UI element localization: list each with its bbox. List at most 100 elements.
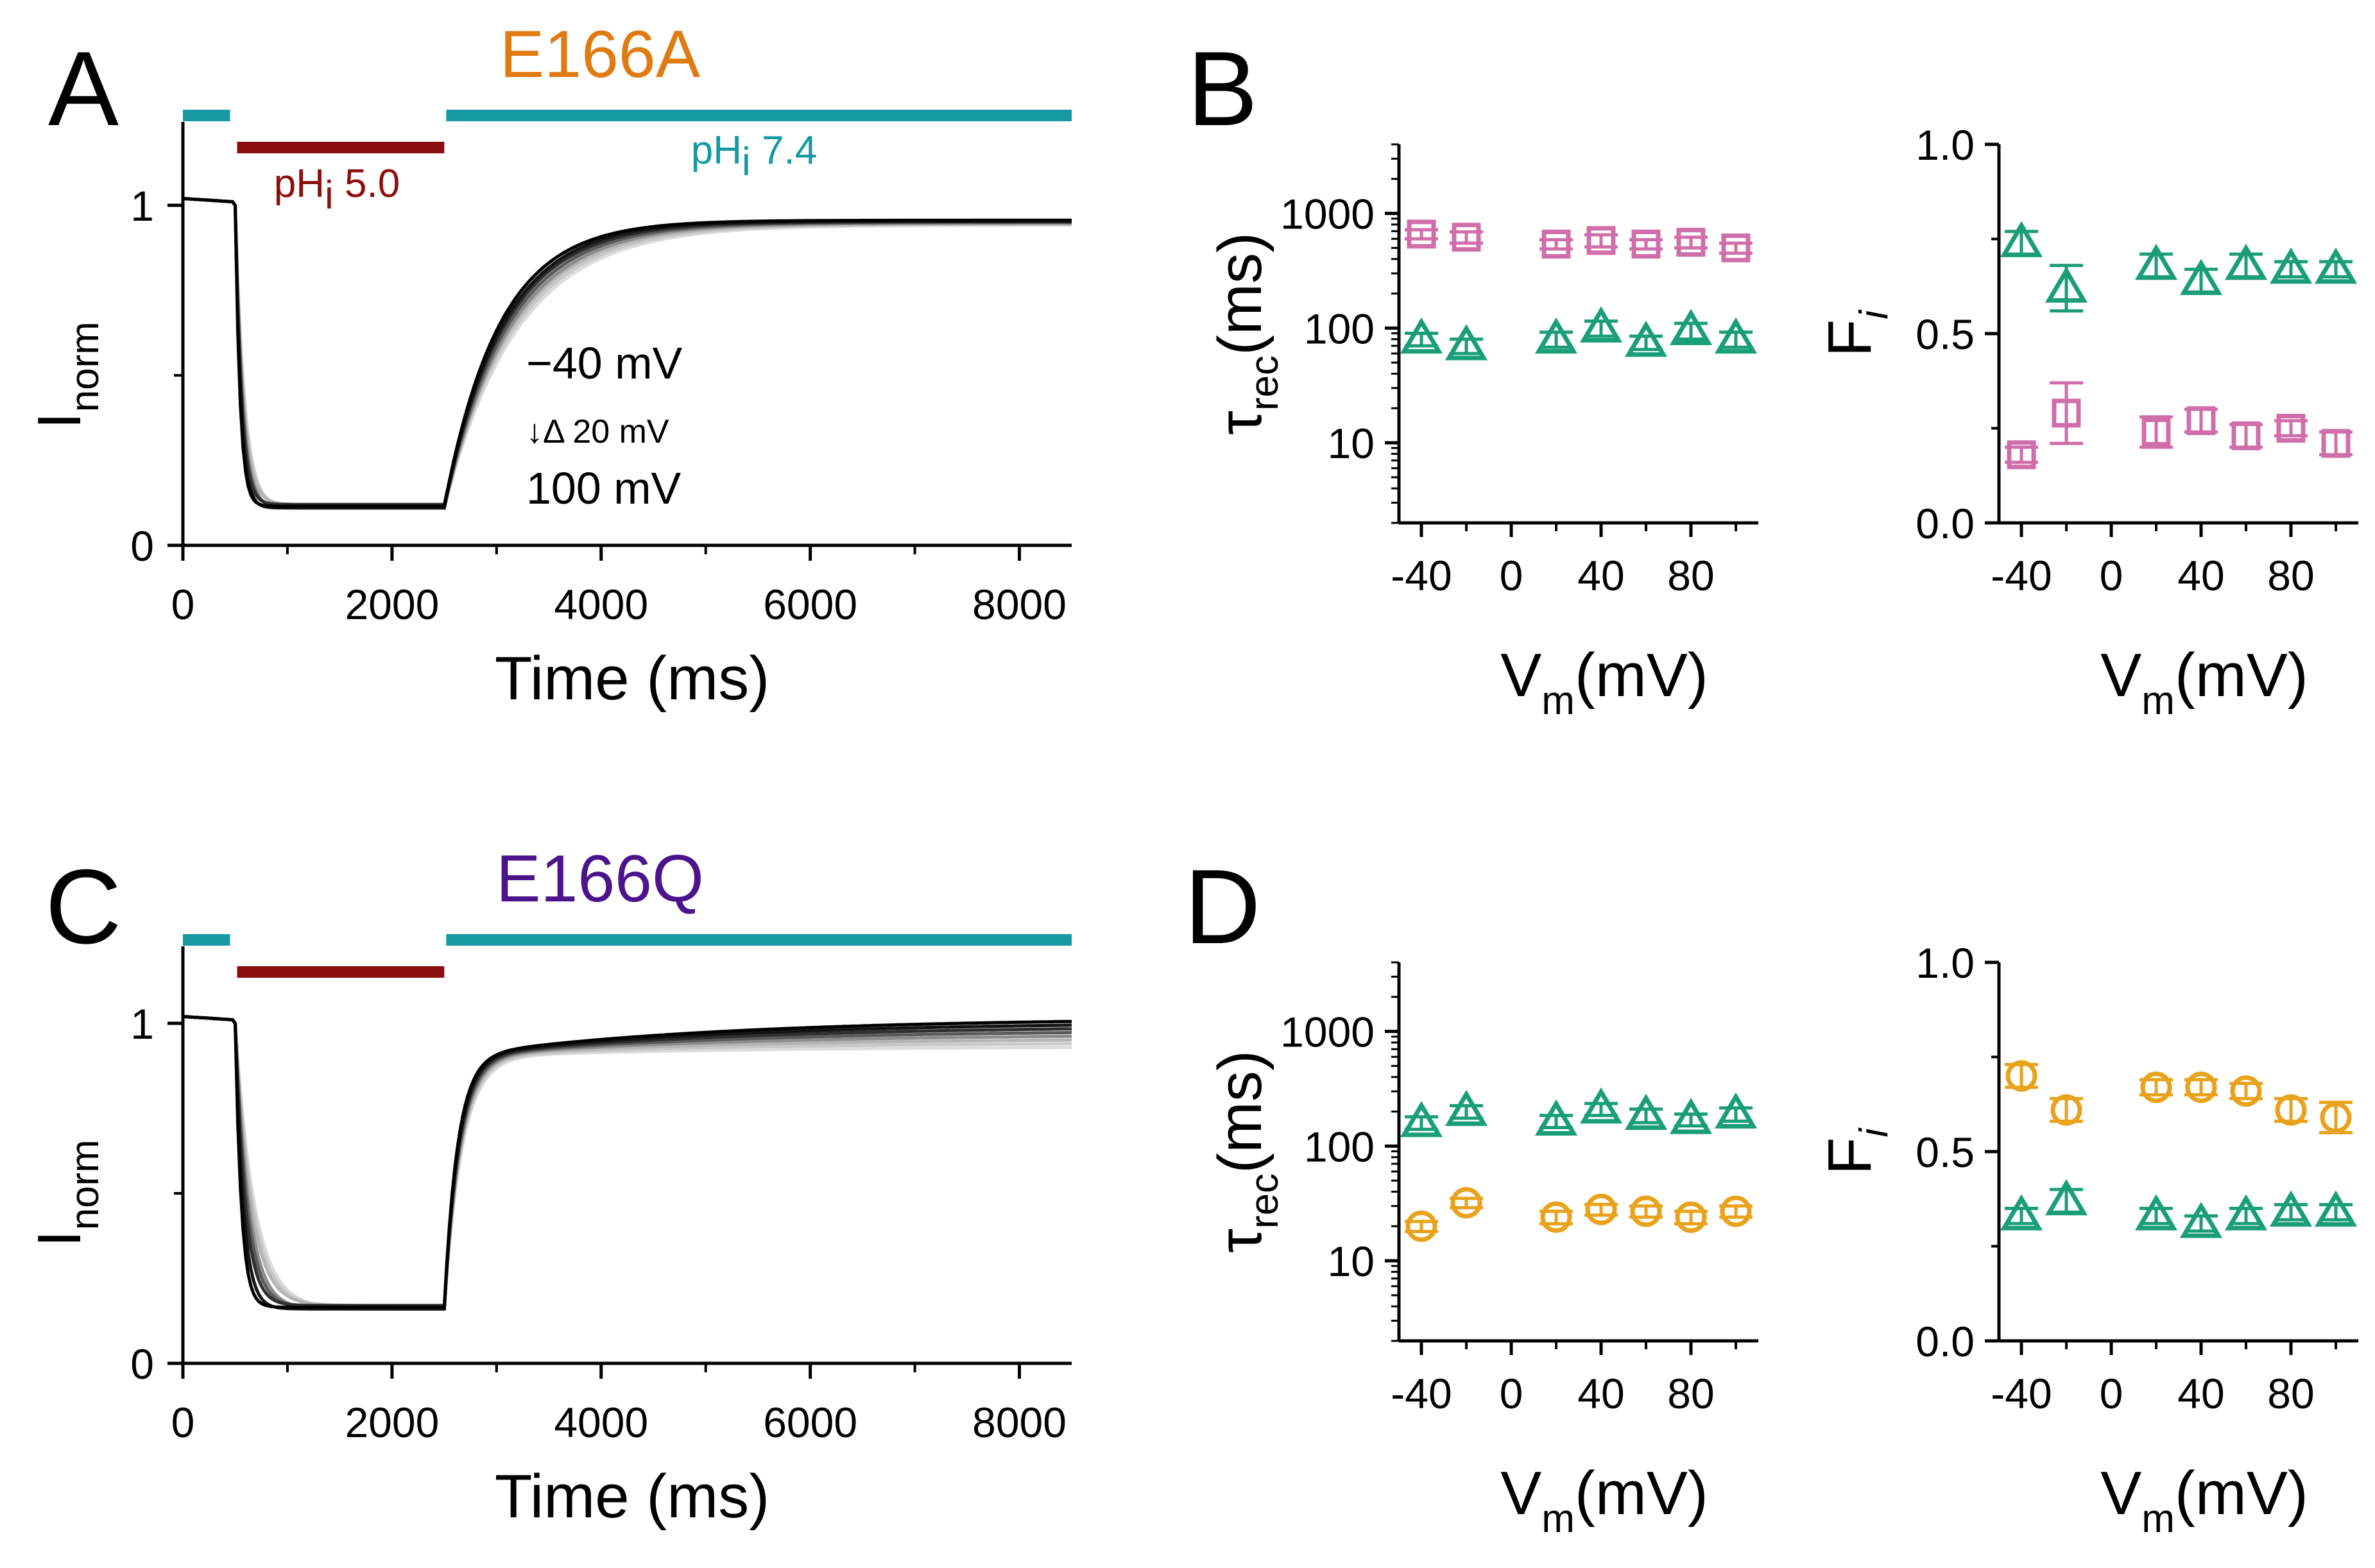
x-tick-label: -40 (1391, 1370, 1452, 1417)
y-tick-label: 1 (130, 1000, 154, 1048)
data-point-triangle (2134, 1194, 2178, 1231)
data-point-triangle (1400, 1100, 1443, 1138)
x-tick-label: 6000 (763, 581, 857, 628)
x-tick-label: 80 (1667, 1370, 1714, 1417)
data-point-circle (1540, 1201, 1572, 1233)
y-axis-label: Fi (1815, 309, 1896, 357)
data-point-triangle (2045, 1179, 2088, 1216)
data-point-square (1631, 229, 1661, 259)
data-point-square (2231, 421, 2261, 450)
x-tick-label: 0 (1500, 1370, 1523, 1417)
x-tick-label: 8000 (972, 581, 1067, 628)
data-point-triangle (2269, 1190, 2313, 1227)
trace--20mV (182, 1014, 1072, 1309)
y-axis-label: τrec(ms) (1206, 1050, 1287, 1253)
data-point-square (2186, 406, 2216, 436)
x-tick-label: 4000 (554, 1399, 648, 1446)
data-point-circle (1630, 1195, 1662, 1227)
ph-low-label: pHi 5.0 (274, 162, 400, 217)
scatter-plot-D_fi (1985, 960, 2358, 1355)
data-point-circle (2320, 1102, 2352, 1134)
panel-letter-a: A (48, 30, 119, 148)
trace-0mV (182, 1014, 1072, 1308)
x-tick-label: 4000 (554, 581, 648, 628)
data-point-circle (1675, 1201, 1707, 1233)
series-fast-triangle (2000, 221, 2358, 313)
y-axis-label: Inorm (25, 1139, 107, 1247)
panel-letter-d: D (1184, 848, 1260, 966)
x-tick-label: 2000 (345, 1399, 439, 1446)
data-point-circle (2140, 1071, 2172, 1104)
y-tick-label: 1000 (1280, 1009, 1375, 1056)
data-point-triangle (1445, 1089, 1488, 1127)
data-point-square (2007, 440, 2036, 470)
y-tick-label: 0.5 (1916, 311, 1975, 358)
data-point-triangle (1669, 1098, 1713, 1134)
y-tick-label: 100 (1304, 1123, 1375, 1170)
x-tick-label: -40 (1391, 552, 1452, 599)
y-axis-label: Inorm (25, 321, 107, 429)
data-point-triangle (2314, 1190, 2358, 1227)
panel-a-title: E166A (500, 17, 701, 92)
x-tick-label: 2000 (345, 581, 439, 628)
data-point-triangle (1714, 317, 1758, 354)
scatter-plot-B_fi (1985, 142, 2358, 537)
time-plot-A (167, 110, 1072, 561)
data-point-triangle (1445, 324, 1488, 361)
scatter-plot-D_tau (1385, 961, 1758, 1355)
data-point-triangle (2314, 247, 2358, 284)
y-tick-label: 10 (1328, 1238, 1375, 1285)
data-point-triangle (1400, 317, 1443, 354)
x-tick-label: 6000 (763, 1399, 857, 1446)
series-slow-square (2005, 381, 2353, 470)
data-point-circle (2005, 1060, 2037, 1092)
x-tick-label: 80 (1667, 552, 1714, 599)
x-tick-label: 40 (2177, 1370, 2224, 1417)
data-point-triangle (1534, 1099, 1578, 1136)
series-fast-triangle (1400, 306, 1758, 361)
x-tick-label: 0 (2100, 1370, 2123, 1417)
x-tick-label: 8000 (972, 1399, 1067, 1446)
data-point-circle (2185, 1071, 2217, 1104)
panel-letter-b: B (1187, 30, 1258, 148)
voltage-bottom-label: 100 mV (526, 463, 682, 513)
x-axis-label: Vm(mV) (2100, 641, 2308, 723)
data-point-triangle (1714, 1092, 1758, 1129)
data-point-triangle (1624, 1093, 1668, 1130)
trace-100mV (182, 196, 1072, 508)
series-fast-circle (1405, 1187, 1753, 1242)
data-point-triangle (1534, 317, 1578, 354)
data-point-triangle (1624, 320, 1668, 357)
data-point-triangle (1579, 306, 1623, 343)
x-axis-label: Vm(mV) (2100, 1459, 2308, 1541)
y-tick-label: 0 (130, 522, 154, 570)
data-point-square (1407, 219, 1436, 249)
x-tick-label: 0 (2100, 552, 2123, 599)
voltage-step-label: ↓Δ 20 mV (526, 413, 669, 450)
x-tick-label: 40 (2177, 552, 2224, 599)
data-point-square (1452, 223, 1481, 252)
data-point-triangle (2045, 266, 2088, 303)
data-point-circle (2275, 1094, 2307, 1126)
x-tick-label: 80 (2267, 1370, 2314, 1417)
y-tick-label: 0.0 (1916, 1318, 1975, 1365)
y-tick-label: 100 (1304, 305, 1375, 352)
data-point-circle (2230, 1075, 2262, 1107)
trace-60mV (182, 1014, 1072, 1308)
x-tick-label: -40 (1991, 1370, 2052, 1417)
data-point-circle (1720, 1195, 1752, 1227)
y-tick-label: 1.0 (1916, 939, 1975, 987)
data-point-triangle (2224, 243, 2268, 280)
data-point-triangle (2269, 247, 2313, 284)
data-point-triangle (2224, 1194, 2268, 1231)
x-axis-label: Vm(mV) (1500, 641, 1708, 723)
y-tick-label: 10 (1328, 420, 1375, 467)
x-tick-label: 40 (1577, 1370, 1624, 1417)
y-tick-label: 1000 (1280, 191, 1375, 238)
data-point-square (2321, 429, 2351, 458)
y-tick-label: 1 (130, 182, 154, 230)
trace--40mV (182, 1014, 1072, 1311)
x-tick-label: -40 (1991, 552, 2052, 599)
data-point-triangle (2000, 221, 2043, 257)
data-point-square (1586, 226, 1616, 255)
